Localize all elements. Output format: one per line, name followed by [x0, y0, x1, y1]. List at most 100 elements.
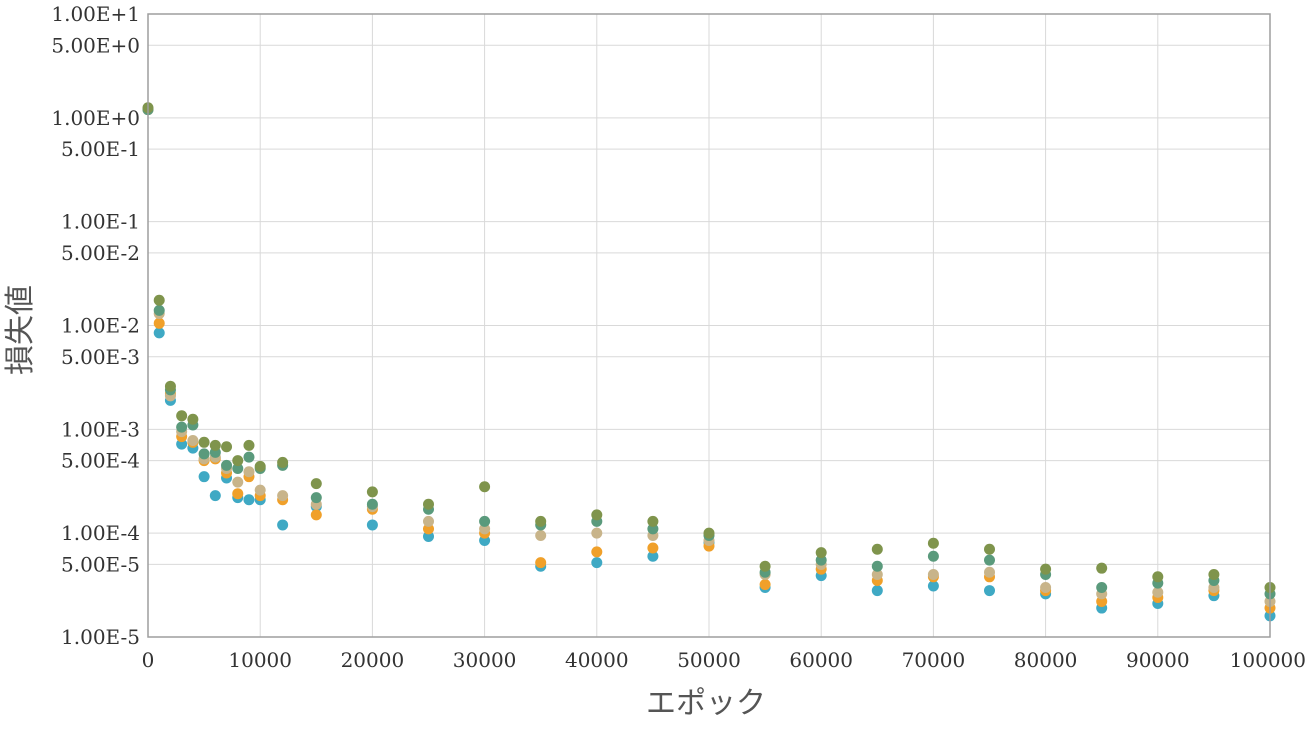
data-points: [142, 102, 1276, 622]
x-tick-label: 40000: [565, 648, 629, 672]
data-point: [310, 478, 322, 490]
data-point: [209, 490, 221, 502]
series-5: [142, 102, 1276, 593]
data-point: [198, 448, 210, 460]
data-point: [1152, 571, 1164, 583]
x-tick-label: 100000: [1230, 648, 1306, 672]
data-point: [871, 585, 883, 597]
y-tick-label: 5.00E-4: [61, 449, 140, 473]
data-point: [535, 515, 547, 527]
data-point: [366, 498, 378, 510]
y-tick-label: 1.00E+1: [51, 2, 140, 26]
data-point: [591, 527, 603, 539]
y-tick-label: 1.00E-1: [61, 210, 140, 234]
data-point: [815, 547, 827, 559]
data-point: [366, 519, 378, 531]
data-point: [153, 294, 165, 306]
data-point: [927, 568, 939, 580]
y-tick-label: 1.00E-2: [61, 314, 140, 338]
data-point: [871, 568, 883, 580]
data-point: [1096, 595, 1108, 607]
data-point: [927, 580, 939, 592]
data-point: [243, 494, 255, 506]
data-point: [277, 456, 289, 468]
data-point: [479, 481, 491, 493]
y-tick-labels: 1.00E+1 5.00E+0 1.00E+0 5.00E-1 1.00E-1 5.00E…: [51, 2, 140, 649]
data-point: [423, 498, 434, 510]
x-axis-label: エポック: [646, 686, 766, 721]
data-point: [254, 484, 266, 496]
data-point: [423, 523, 434, 535]
data-point: [871, 543, 883, 555]
x-tick-label: 10000: [228, 648, 292, 672]
data-point: [198, 436, 210, 448]
data-point: [535, 529, 547, 541]
data-point: [647, 542, 659, 554]
y-axis-label: 損失値: [3, 285, 38, 375]
data-point: [1040, 563, 1052, 575]
data-point: [984, 543, 995, 555]
y-tick-label: 1.00E+0: [51, 106, 140, 130]
data-point: [759, 560, 771, 572]
data-point: [927, 550, 939, 562]
data-point: [243, 439, 255, 451]
data-point: [164, 380, 176, 392]
y-tick-label: 5.00E-3: [61, 345, 140, 369]
x-tick-label: 20000: [341, 648, 405, 672]
data-point: [209, 439, 221, 451]
data-point: [1152, 586, 1164, 598]
data-point: [254, 460, 266, 472]
y-tick-label: 5.00E-2: [61, 241, 140, 265]
data-point: [153, 327, 165, 339]
data-point: [198, 471, 210, 483]
data-point: [187, 435, 199, 447]
data-point: [1096, 562, 1108, 574]
y-tick-label: 1.00E-3: [61, 417, 140, 441]
data-point: [479, 515, 491, 527]
data-point: [984, 566, 995, 578]
data-point: [984, 554, 995, 566]
data-point: [1096, 581, 1108, 593]
data-point: [310, 492, 322, 504]
data-point: [927, 537, 939, 549]
plot-frame: [147, 13, 1271, 638]
x-tick-label: 0: [142, 648, 155, 672]
data-point: [423, 515, 434, 527]
data-point: [871, 560, 883, 572]
data-point: [647, 515, 659, 527]
x-tick-label: 80000: [1014, 648, 1078, 672]
data-point: [759, 579, 771, 591]
data-point: [423, 530, 434, 542]
y-tick-label: 1.00E-5: [61, 625, 140, 649]
data-point: [591, 509, 603, 521]
data-point: [591, 557, 603, 569]
data-point: [243, 466, 255, 478]
x-tick-label: 50000: [677, 648, 741, 672]
data-point: [1208, 568, 1220, 580]
data-point: [535, 557, 547, 569]
data-point: [479, 523, 491, 535]
x-tick-label: 70000: [902, 648, 966, 672]
data-point: [591, 546, 603, 558]
data-point: [243, 451, 255, 463]
x-tick-labels: 0 10000 20000 30000 40000 50000 60000 70000 8000…: [142, 648, 1306, 672]
data-point: [232, 462, 244, 474]
x-tick-label: 60000: [789, 648, 853, 672]
y-tick-label: 5.00E+0: [51, 33, 140, 57]
data-point: [232, 455, 244, 467]
data-point: [232, 488, 244, 500]
data-point: [815, 554, 827, 566]
data-point: [984, 585, 995, 597]
data-point: [153, 317, 165, 329]
data-point: [153, 304, 165, 316]
data-point: [366, 486, 378, 498]
data-point: [176, 410, 188, 422]
data-point: [1040, 581, 1052, 593]
data-point: [187, 413, 199, 425]
data-point: [221, 441, 233, 453]
data-point: [221, 459, 233, 471]
x-tick-label: 90000: [1126, 648, 1190, 672]
data-point: [176, 421, 188, 433]
x-tick-label: 30000: [453, 648, 517, 672]
